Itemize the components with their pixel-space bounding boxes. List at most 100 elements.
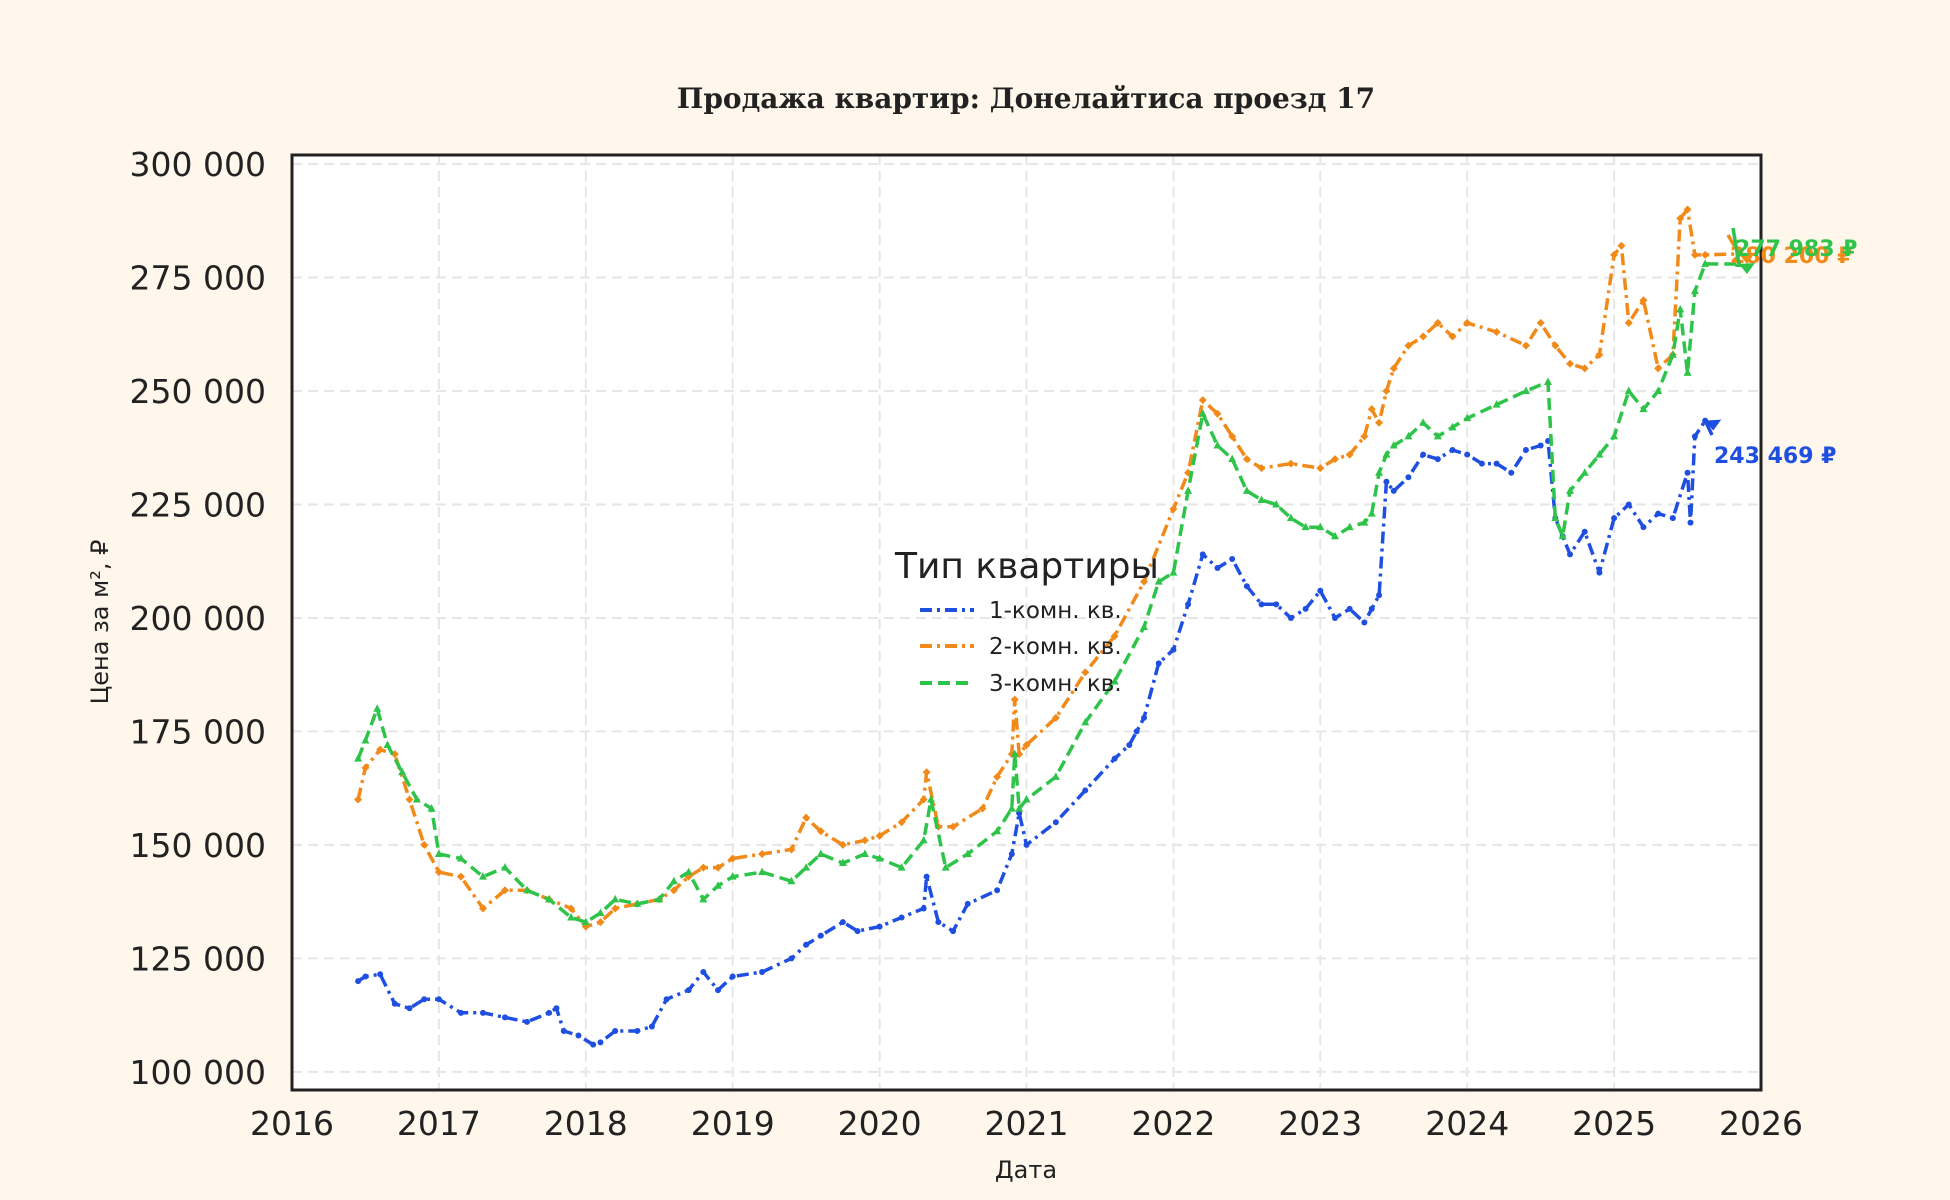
data-point [1141, 714, 1148, 721]
legend-label-1: 1-комн. кв. [989, 598, 1122, 624]
y-tick-label: 275 000 [130, 259, 266, 298]
data-point [1676, 214, 1685, 223]
x-axis-label: Дата [995, 1156, 1057, 1184]
data-point [1155, 660, 1162, 667]
data-point [1463, 318, 1472, 327]
data-point [1016, 810, 1023, 817]
data-point [699, 894, 708, 903]
data-point [802, 813, 811, 822]
data-point [655, 894, 664, 903]
data-point [1081, 668, 1090, 677]
data-point [1492, 328, 1501, 337]
data-point [787, 876, 796, 885]
x-tick-label: 2017 [397, 1104, 481, 1143]
end-label-arrowhead [1705, 419, 1722, 431]
data-point [596, 908, 605, 916]
data-point [421, 996, 428, 1003]
y-tick-label: 200 000 [130, 599, 266, 638]
data-point [1368, 605, 1375, 612]
data-point [1360, 432, 1369, 441]
data-point [1169, 505, 1178, 514]
x-tick-label: 2021 [985, 1104, 1069, 1143]
data-point [478, 872, 487, 880]
data-point [1405, 474, 1412, 481]
data-point [1492, 400, 1501, 408]
data-point [1610, 250, 1619, 259]
data-point [816, 827, 825, 836]
data-point [391, 1000, 398, 1007]
data-point [935, 919, 942, 926]
data-point [1521, 386, 1530, 395]
data-point [633, 899, 642, 907]
data-point [1690, 250, 1699, 259]
data-point [876, 923, 883, 930]
data-point [1463, 413, 1472, 422]
data-point [1242, 455, 1251, 464]
data-point [1198, 409, 1207, 417]
data-point [838, 858, 847, 867]
legend-label-2: 2-комн. кв. [989, 634, 1122, 660]
data-point [1383, 478, 1390, 485]
data-point [1360, 518, 1369, 526]
data-point [1081, 717, 1090, 726]
data-point [1111, 755, 1118, 762]
x-tick-label: 2022 [1131, 1104, 1215, 1143]
data-point [1367, 509, 1376, 517]
data-point [1272, 499, 1281, 508]
data-point [759, 968, 766, 975]
data-point [597, 1039, 604, 1046]
data-point [728, 872, 737, 880]
data-point [567, 904, 576, 913]
data-point [1214, 565, 1221, 572]
data-point [699, 863, 708, 872]
data-point [1433, 318, 1442, 327]
data-point [1464, 451, 1471, 458]
data-point [1640, 524, 1647, 531]
data-point [714, 863, 723, 872]
data-point [1701, 250, 1710, 259]
data-point [1595, 350, 1604, 359]
data-point [1213, 440, 1222, 449]
data-point [1185, 601, 1192, 608]
data-point [1404, 341, 1413, 350]
data-point [1610, 431, 1619, 440]
data-point [854, 928, 861, 935]
data-point [1433, 431, 1442, 440]
data-point [560, 1027, 567, 1034]
data-point [523, 885, 532, 894]
data-point [663, 996, 670, 1003]
data-point [575, 1032, 582, 1039]
data-point [362, 973, 369, 980]
data-point [875, 831, 884, 840]
x-tick-label: 2026 [1719, 1104, 1803, 1143]
data-point [361, 736, 370, 744]
data-point [1140, 577, 1149, 586]
y-tick-label: 100 000 [130, 1053, 266, 1092]
y-tick-label: 250 000 [130, 372, 266, 411]
data-point [1331, 614, 1338, 621]
data-point [700, 968, 707, 975]
data-point [1382, 450, 1391, 458]
data-point [941, 863, 950, 871]
data-point [1389, 440, 1398, 449]
data-point [354, 795, 363, 804]
data-point [596, 918, 605, 927]
end-labels: 243 469 ₽280 200 ₽277 983 ₽ [1703, 227, 1857, 469]
data-point [684, 867, 693, 876]
data-point [919, 835, 928, 844]
data-point [1257, 495, 1266, 503]
data-point [919, 795, 928, 804]
data-point [1228, 432, 1237, 441]
data-point [479, 1009, 486, 1016]
data-point [1007, 804, 1016, 812]
data-point [1345, 450, 1354, 459]
data-point [1110, 632, 1119, 641]
data-point [1229, 555, 1236, 562]
data-point [1581, 528, 1588, 535]
data-point [1655, 510, 1662, 517]
data-point [398, 767, 407, 776]
data-point [860, 836, 869, 845]
data-point [1389, 364, 1398, 373]
data-point [1683, 205, 1692, 214]
data-point [434, 849, 443, 857]
